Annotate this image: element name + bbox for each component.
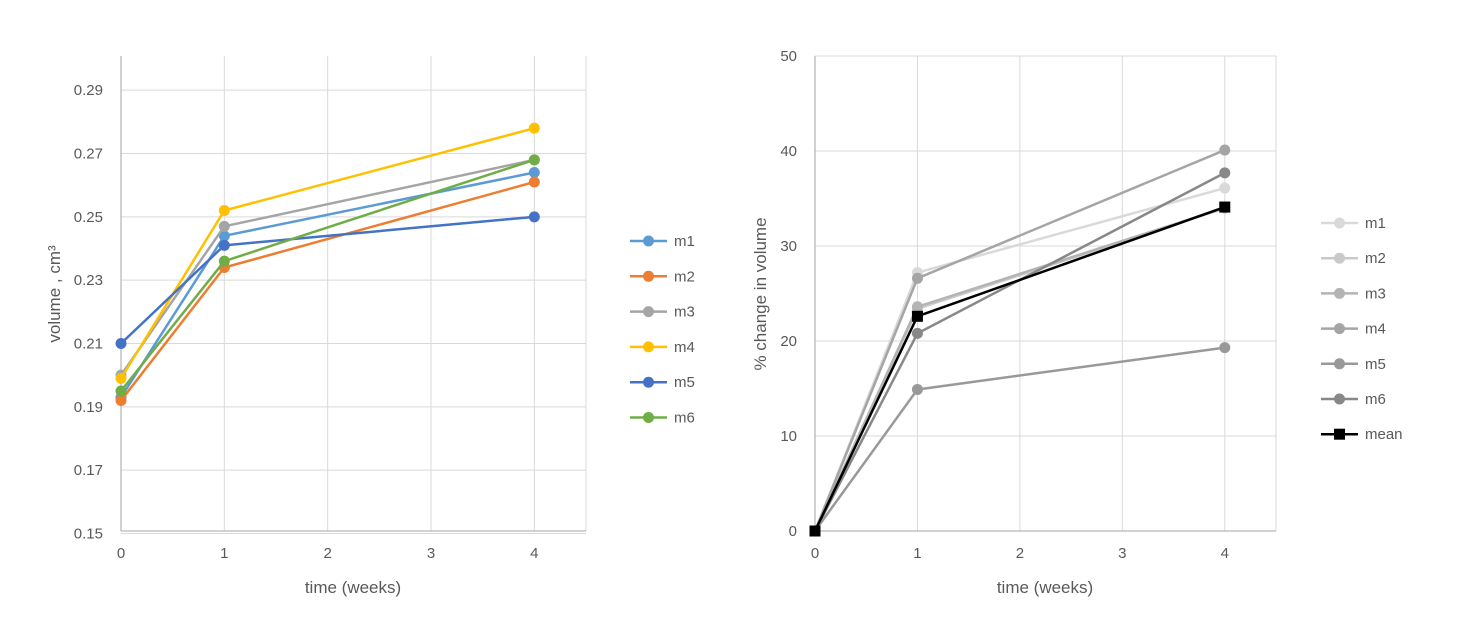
x-tick-label: 4: [1221, 545, 1229, 562]
legend-marker-m2: [1334, 252, 1345, 264]
x-tick-label: 0: [117, 545, 125, 562]
volume-chart: 0 1 2 3 4 0.15 0.17 0.19 0.21 0.23 0.25 0.27 0.29 ti…: [45, 56, 695, 597]
legend-marker-m3: [1334, 287, 1345, 299]
y-tick-label: 0.27: [74, 146, 103, 163]
data-point-m6: [115, 385, 127, 397]
y-tick-label: 50: [780, 48, 797, 65]
data-point-m1: [528, 167, 540, 178]
legend-label-m6: m6: [674, 410, 695, 427]
data-point-mean: [1219, 201, 1231, 213]
data-point-m3: [218, 220, 230, 232]
x-tick-label: 3: [427, 545, 435, 562]
data-point-m4: [528, 122, 540, 134]
data-point-m6: [528, 154, 540, 166]
y-axis-title: % change in volume: [751, 217, 770, 370]
data-point-m2: [115, 395, 127, 406]
legend-label-m4: m4: [674, 339, 695, 356]
legend-marker-m5: [1334, 358, 1345, 370]
y-tick-label: 10: [780, 428, 797, 445]
x-tick-label: 1: [220, 545, 228, 562]
x-axis-title: time (weeks): [305, 578, 401, 597]
data-point-m4: [218, 205, 230, 216]
y-tick-label: 40: [780, 143, 797, 160]
legend-label-mean: mean: [1365, 426, 1403, 443]
legend-marker-m5: [643, 376, 654, 388]
y-tick-label: 0: [789, 523, 797, 540]
y-axis-title: volume , cm³: [45, 245, 64, 343]
legend-label-m1: m1: [674, 233, 695, 250]
legend-label-m3: m3: [674, 304, 695, 321]
legend-marker-m2: [643, 270, 654, 282]
y-tick-label: 0.23: [74, 272, 103, 289]
data-point-m5: [218, 239, 230, 251]
data-point-m5: [528, 211, 540, 223]
y-tick-label: 0.21: [74, 336, 103, 353]
y-tick-label: 0.19: [74, 399, 103, 416]
legend-label-m5: m5: [674, 374, 695, 391]
y-tick-label: 30: [780, 238, 797, 255]
data-point-m5: [1219, 342, 1231, 354]
data-point-m6: [1219, 167, 1231, 179]
data-point-m1: [1219, 182, 1231, 194]
data-point-m3: [911, 301, 923, 313]
legend-marker-m6: [1334, 393, 1345, 405]
data-point-mean: [911, 310, 923, 322]
y-tick-label: 20: [780, 333, 797, 350]
y-tick-label: 0.29: [74, 82, 103, 99]
data-point-m4: [911, 272, 923, 284]
data-point-m6: [218, 255, 230, 267]
data-point-mean: [809, 525, 821, 537]
x-tick-label: 0: [811, 545, 819, 562]
x-tick-label: 1: [913, 545, 921, 562]
legend-marker-m4: [643, 341, 654, 353]
legend-label-m2: m2: [1365, 250, 1386, 267]
x-axis-title: time (weeks): [997, 578, 1093, 597]
data-point-m4: [1219, 144, 1231, 156]
data-point-m6: [911, 327, 923, 339]
data-point-m5: [115, 338, 127, 349]
x-tick-label: 4: [530, 545, 538, 562]
legend-label-m6: m6: [1365, 391, 1386, 408]
legend-marker-m3: [643, 306, 654, 318]
x-tick-label: 2: [1016, 545, 1024, 562]
legend-label-m5: m5: [1365, 356, 1386, 373]
legend-marker-m1: [1334, 217, 1345, 229]
legend: m1 m2 m3 m4 m5 m6: [630, 233, 695, 427]
x-tick-label: 3: [1118, 545, 1126, 562]
data-point-m5: [911, 383, 923, 395]
x-tick-label: 2: [323, 545, 331, 562]
y-tick-label: 0.15: [74, 526, 103, 543]
data-point-m2: [528, 176, 540, 188]
legend-label-m1: m1: [1365, 215, 1386, 232]
legend-label-m4: m4: [1365, 321, 1386, 338]
y-tick-label: 0.17: [74, 462, 103, 479]
legend: m1 m2 m3 m4 m5 m6 mean: [1321, 215, 1403, 443]
y-tick-label: 0.25: [74, 209, 103, 226]
legend-marker-m1: [643, 235, 654, 247]
data-point-m4: [115, 372, 127, 384]
legend-label-m3: m3: [1365, 285, 1386, 302]
legend-label-m2: m2: [674, 268, 695, 285]
data-point-m1: [218, 230, 230, 242]
legend-marker-mean: [1334, 428, 1345, 440]
legend-marker-m4: [1334, 323, 1345, 335]
legend-marker-m6: [643, 412, 654, 423]
